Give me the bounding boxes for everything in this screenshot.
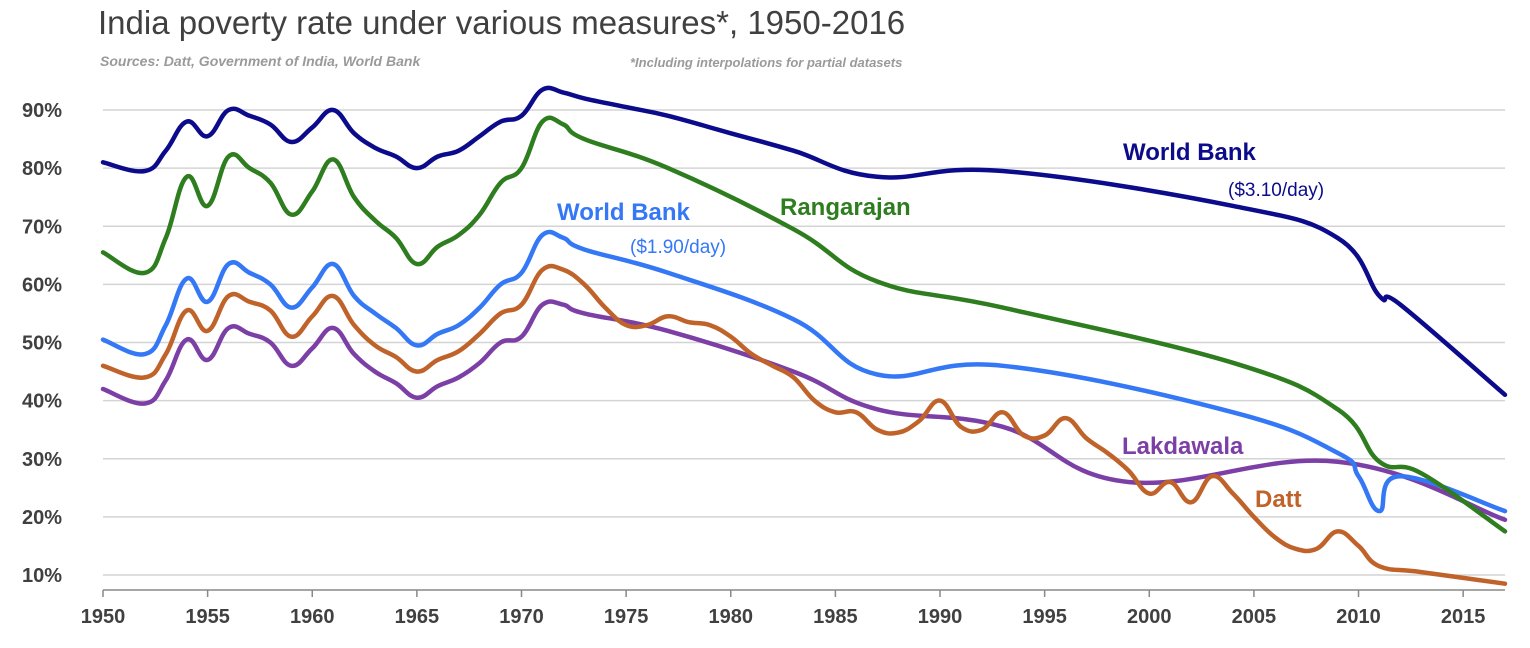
x-tick-label: 1980 <box>709 606 754 628</box>
series-sublabel: ($3.10/day) <box>1228 180 1324 201</box>
y-tick-label: 60% <box>22 274 62 296</box>
world-bank-310-line <box>100 85 1508 398</box>
datt-line <box>100 263 1508 586</box>
series-label: World Bank <box>1123 139 1257 166</box>
series-labels: World Bank ($3.10/day) Rangarajan World Ban… <box>557 139 1324 513</box>
x-tick-label: 1955 <box>185 606 230 628</box>
series-label: World Bank <box>557 199 691 226</box>
y-tick-label: 90% <box>22 100 62 122</box>
x-tick-label: 1985 <box>813 606 858 628</box>
axis-ticks: 10% 20% 30% 40% 50% 60% 70% 80% 90% 1950 1955 1960 1… <box>22 100 1505 628</box>
series-label: Datt <box>1255 486 1302 513</box>
grid-lines <box>103 109 1505 576</box>
x-tick-label: 2015 <box>1441 606 1486 628</box>
chart-sources: Sources: Datt, Government of India, Worl… <box>100 53 421 69</box>
y-tick-label: 30% <box>22 449 62 471</box>
series-lines <box>100 85 1508 586</box>
x-tick-label: 2000 <box>1127 606 1172 628</box>
y-tick-label: 80% <box>22 158 62 180</box>
x-tick-label: 1970 <box>499 606 544 628</box>
x-tick-label: 1975 <box>604 606 649 628</box>
x-tick-label: 1995 <box>1022 606 1067 628</box>
series-sublabel: ($1.90/day) <box>630 237 726 258</box>
chart-title: India poverty rate under various measure… <box>98 4 906 41</box>
x-tick-label: 1990 <box>918 606 963 628</box>
x-tick-label: 1950 <box>81 606 126 628</box>
x-tick-label: 1965 <box>395 606 440 628</box>
y-tick-label: 70% <box>22 216 62 238</box>
y-tick-label: 40% <box>22 391 62 413</box>
world-bank-190-line <box>100 229 1508 514</box>
x-tick-label: 2005 <box>1232 606 1277 628</box>
y-tick-label: 50% <box>22 333 62 355</box>
chart-note: *Including interpolations for partial da… <box>630 55 903 70</box>
y-tick-label: 20% <box>22 507 62 529</box>
x-tick-label: 2010 <box>1336 606 1381 628</box>
series-label: Rangarajan <box>780 194 911 221</box>
series-label: Lakdawala <box>1122 433 1244 460</box>
y-tick-label: 10% <box>22 565 62 587</box>
rangarajan-line <box>100 115 1508 534</box>
x-tick-label: 1960 <box>290 606 335 628</box>
